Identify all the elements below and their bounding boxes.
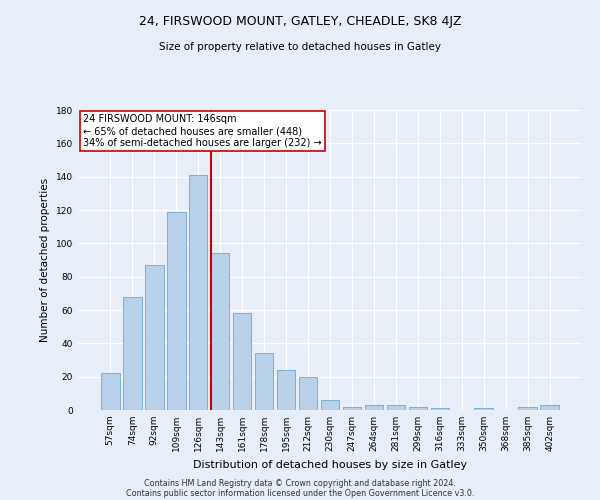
Bar [277,370,295,410]
Bar [431,408,449,410]
Text: 24 FIRSWOOD MOUNT: 146sqm
← 65% of detached houses are smaller (448)
34% of semi: 24 FIRSWOOD MOUNT: 146sqm ← 65% of detac… [83,114,322,148]
Bar [475,408,493,410]
Bar [365,405,383,410]
Bar [211,254,229,410]
Bar [343,406,361,410]
X-axis label: Distribution of detached houses by size in Gatley: Distribution of detached houses by size … [193,460,467,469]
Bar [320,400,340,410]
Y-axis label: Number of detached properties: Number of detached properties [40,178,50,342]
Bar [123,296,142,410]
Bar [299,376,317,410]
Bar [145,265,164,410]
Text: 24, FIRSWOOD MOUNT, GATLEY, CHEADLE, SK8 4JZ: 24, FIRSWOOD MOUNT, GATLEY, CHEADLE, SK8… [139,15,461,28]
Bar [189,175,208,410]
Bar [233,314,251,410]
Bar [386,405,405,410]
Bar [167,212,185,410]
Text: Size of property relative to detached houses in Gatley: Size of property relative to detached ho… [159,42,441,52]
Bar [409,406,427,410]
Bar [518,406,537,410]
Bar [101,374,119,410]
Bar [255,354,274,410]
Text: Contains public sector information licensed under the Open Government Licence v3: Contains public sector information licen… [126,488,474,498]
Bar [541,405,559,410]
Text: Contains HM Land Registry data © Crown copyright and database right 2024.: Contains HM Land Registry data © Crown c… [144,478,456,488]
